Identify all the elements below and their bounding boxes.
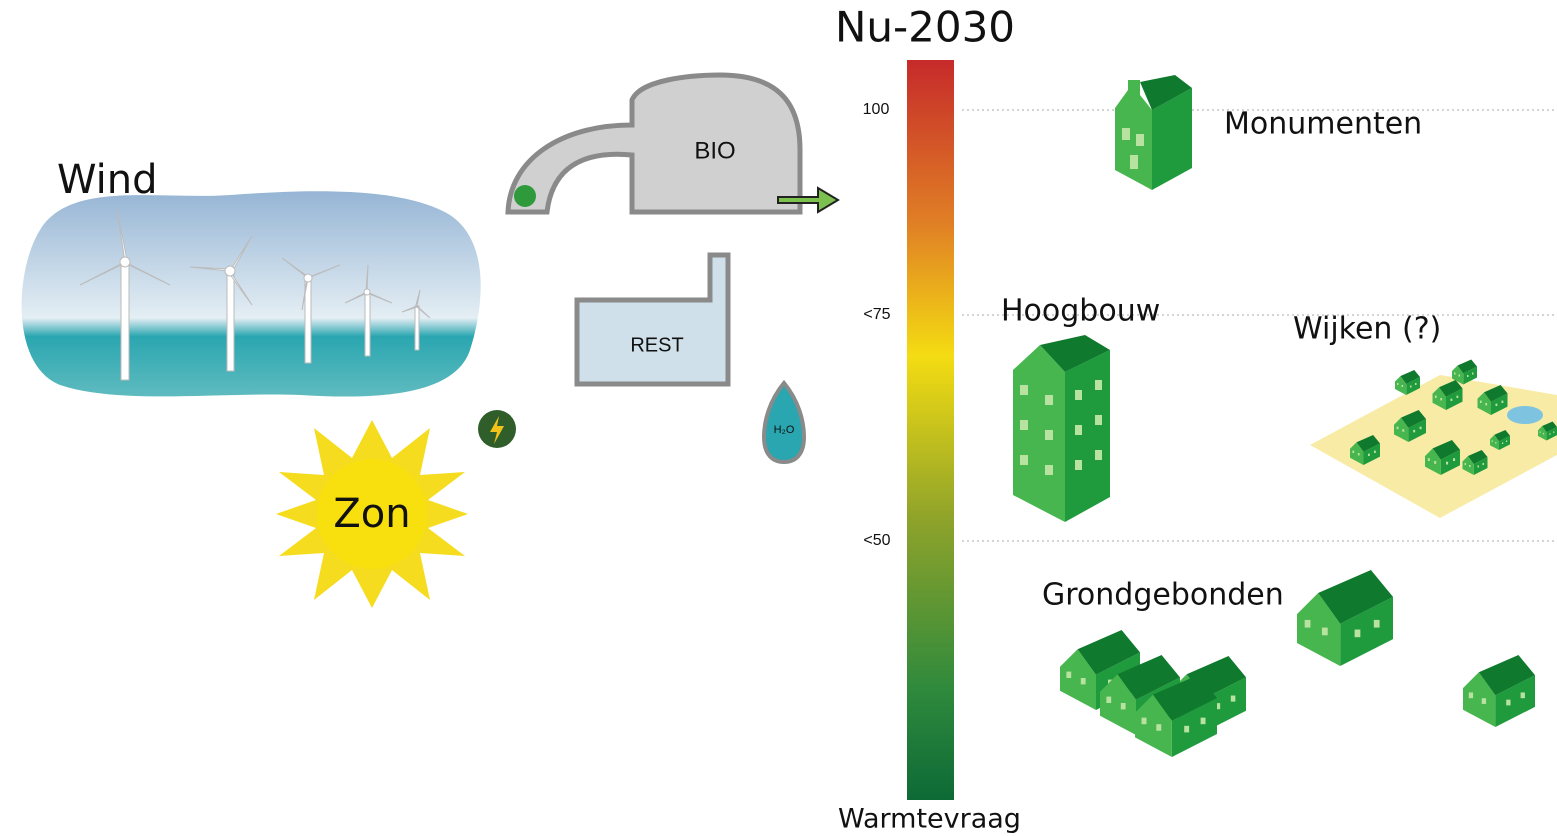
window	[1136, 134, 1144, 146]
guide-lines	[962, 109, 1557, 542]
blades	[401, 289, 431, 319]
bio-plant: BIO	[505, 72, 840, 215]
arrow	[777, 186, 840, 214]
facade	[1115, 80, 1152, 190]
water-drop: H₂O	[761, 379, 807, 465]
windows	[1020, 380, 1102, 475]
high-rise-label: Hoogbouw	[1001, 294, 1160, 329]
ground-bound-label: Grondgebonden	[1042, 578, 1284, 613]
high-rise	[1013, 335, 1110, 522]
hub	[119, 256, 131, 268]
rest-building	[574, 252, 731, 387]
wind-label: Wind	[57, 157, 158, 203]
scale-tick: 100	[863, 101, 890, 118]
tower	[226, 270, 235, 372]
gradient-bar	[907, 60, 954, 800]
water-label: H₂O	[774, 424, 795, 436]
electricity-icon	[478, 410, 516, 448]
scale-label: Warmtevraag	[838, 804, 1021, 835]
tower	[364, 291, 371, 357]
house	[1297, 570, 1393, 666]
window	[1122, 128, 1130, 140]
window	[1130, 155, 1138, 169]
side	[1152, 88, 1192, 190]
rest-plant: REST	[574, 252, 731, 387]
cloud	[21, 191, 481, 397]
monuments-label: Monumenten	[1224, 107, 1422, 142]
district	[1310, 359, 1557, 518]
sun-label: Zon	[333, 491, 410, 537]
pond	[1507, 406, 1543, 424]
sun: Zon	[276, 420, 468, 608]
bio-label: BIO	[694, 137, 735, 164]
scale-tick: <75	[863, 306, 890, 323]
districts-label: Wijken (?)	[1293, 312, 1441, 347]
hub	[303, 273, 313, 283]
roof	[1140, 75, 1192, 110]
bio-building	[505, 72, 803, 215]
heat-scale: Nu-2030 100 <75 <50 Warmtevraag	[835, 3, 1557, 835]
drop	[761, 379, 807, 465]
sun-disc	[317, 459, 427, 569]
tower	[414, 305, 420, 351]
recycle-icon	[514, 185, 536, 207]
hub	[363, 288, 371, 296]
scale-tick: <50	[863, 532, 890, 549]
side	[1065, 350, 1110, 522]
hub	[224, 265, 236, 277]
facade	[1013, 345, 1065, 522]
roof	[1040, 335, 1110, 372]
monument	[1115, 75, 1192, 190]
bolt	[490, 416, 504, 444]
turbines	[79, 209, 431, 381]
title: Nu-2030	[835, 3, 1015, 52]
rest-label: REST	[630, 334, 683, 356]
tower	[120, 261, 130, 381]
house	[1463, 655, 1535, 727]
wind-scene: Wind	[21, 157, 481, 397]
